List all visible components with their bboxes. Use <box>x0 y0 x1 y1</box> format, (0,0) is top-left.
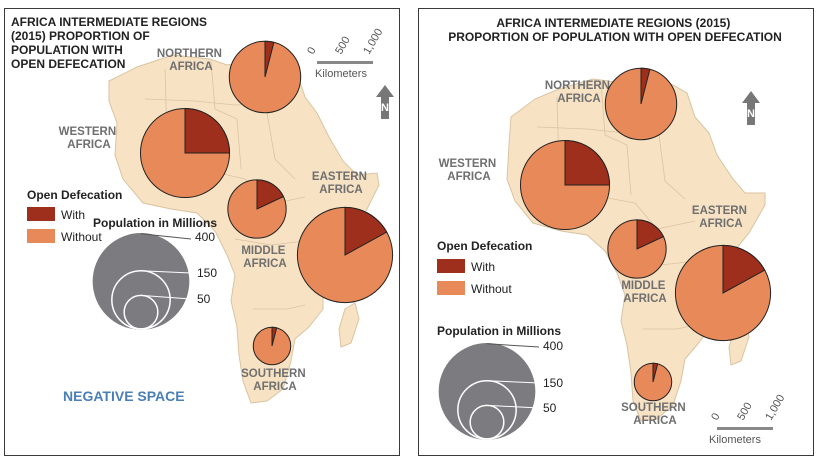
map-title: AFRICA INTERMEDIATE REGIONS (2015) PROPO… <box>448 16 782 44</box>
svg-text:N: N <box>747 108 755 120</box>
pie-eastern-africa <box>674 244 772 342</box>
pie-slice-with <box>256 179 285 210</box>
region-label-northern: NORTHERN AFRICA <box>157 48 225 73</box>
size-legend <box>438 343 540 440</box>
right-map-panel: AFRICA INTERMEDIATE REGIONS (2015) PROPO… <box>418 8 814 456</box>
pie-southern-africa <box>252 326 292 366</box>
pie-slice-with <box>184 107 231 154</box>
legend-heading-population: Population in Millions <box>437 324 561 338</box>
size-legend-leader-50 <box>140 294 192 300</box>
pie-slice-with <box>652 362 659 383</box>
scale-tick-1000: 1,000 <box>763 393 787 423</box>
scale-bar: 0 500 1,000 Kilometers <box>305 27 385 80</box>
pie-layer <box>139 40 394 366</box>
scale-unit: Kilometers <box>315 68 367 80</box>
scale-unit: Kilometers <box>709 434 761 446</box>
legend-heading-open-defecation: Open Defecation <box>27 188 122 202</box>
scale-tick-500: 500 <box>735 401 755 423</box>
pie-eastern-africa <box>296 206 394 304</box>
size-legend-leader-400 <box>486 343 540 348</box>
size-legend-leader-50 <box>486 404 540 409</box>
size-legend-circle-400 <box>92 233 190 330</box>
legend-swatch-with <box>27 207 55 221</box>
region-label-southern: SOUTHERN AFRICA <box>621 402 689 427</box>
right-map-svg: AFRICA INTERMEDIATE REGIONS (2015) PROPO… <box>437 16 787 446</box>
pie-slice-with <box>636 219 665 250</box>
legend-heading-population: Population in Millions <box>93 216 217 230</box>
size-label-50: 50 <box>543 401 557 415</box>
legend-label-without: Without <box>61 230 102 244</box>
madagascar-island <box>338 302 360 348</box>
scale-tick-0: 0 <box>709 411 722 422</box>
negative-space-label: NEGATIVE SPACE <box>63 388 185 404</box>
size-label-150: 150 <box>197 266 217 280</box>
scale-tick-1000: 1,000 <box>361 27 385 57</box>
legend-swatch-without <box>437 281 465 295</box>
size-legend-leader-150 <box>140 270 192 274</box>
pie-middle-africa <box>227 179 287 239</box>
region-label-middle: MIDDLE AFRICA <box>241 245 288 270</box>
pie-southern-africa <box>633 362 673 402</box>
legend-label-without: Without <box>471 282 512 296</box>
scale-tick-0: 0 <box>305 45 318 56</box>
pie-slice-with <box>722 244 766 294</box>
left-map-svg: AFRICA INTERMEDIATE REGIONS (2015) PROPO… <box>11 15 394 404</box>
legend-heading-open-defecation: Open Defecation <box>437 239 532 253</box>
map-title: AFRICA INTERMEDIATE REGIONS (2015) PROPO… <box>11 15 210 71</box>
svg-text:N: N <box>381 102 389 114</box>
pie-northern-africa <box>228 40 302 114</box>
region-label-western: WESTERN AFRICA <box>439 158 500 183</box>
pie-slice-with <box>640 67 651 105</box>
north-arrow-icon: N <box>376 85 394 119</box>
pie-western-africa <box>139 107 231 199</box>
region-label-northern: NORTHERN AFRICA <box>545 80 613 105</box>
region-label-eastern: EASTERN AFRICA <box>312 171 370 196</box>
scale-tick-500: 500 <box>333 35 353 57</box>
size-legend-circle-400 <box>438 343 536 440</box>
size-legend-leader-150 <box>486 380 540 384</box>
size-legend <box>92 233 192 330</box>
left-map-panel: AFRICA INTERMEDIATE REGIONS (2015) PROPO… <box>4 8 400 456</box>
scale-bar: 0 500 1,000 Kilometers <box>709 393 787 446</box>
legend-label-with: With <box>471 260 495 274</box>
pie-slice-with <box>264 40 275 78</box>
pie-layer <box>519 67 772 402</box>
north-arrow-icon: N <box>742 91 760 125</box>
region-label-middle: MIDDLE AFRICA <box>621 280 668 305</box>
size-legend-leader-400 <box>140 233 192 240</box>
legend-swatch-without <box>27 229 55 243</box>
size-label-400: 400 <box>195 230 215 244</box>
region-label-western: WESTERN AFRICA <box>59 126 120 151</box>
pie-western-africa <box>519 139 611 231</box>
size-label-50: 50 <box>197 292 211 306</box>
legend-label-with: With <box>61 208 85 222</box>
size-label-400: 400 <box>543 339 563 353</box>
pie-slice-with <box>344 206 388 256</box>
pie-northern-africa <box>604 67 678 141</box>
legend-swatch-with <box>437 259 465 273</box>
region-label-eastern: EASTERN AFRICA <box>692 205 750 230</box>
pie-middle-africa <box>607 219 667 279</box>
size-label-150: 150 <box>543 376 563 390</box>
region-label-southern: SOUTHERN AFRICA <box>241 368 309 393</box>
pie-slice-with <box>271 326 278 347</box>
pie-slice-with <box>564 139 611 186</box>
